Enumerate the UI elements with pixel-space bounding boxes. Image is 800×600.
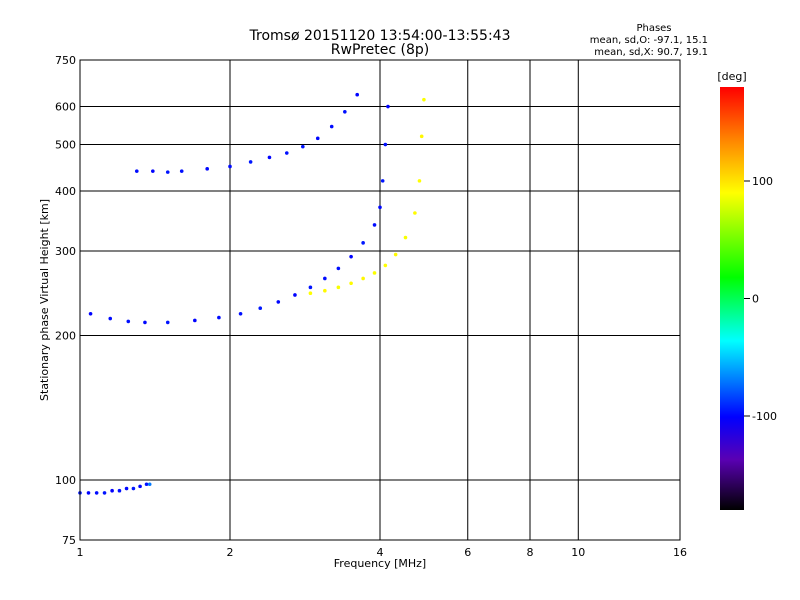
data-point [372,223,377,227]
data-point [301,144,305,149]
data-point [383,142,388,147]
x-tick-label: 8 [527,546,534,559]
y-tick-labels: 75 100 200 300 400 500 600 750 [55,54,76,547]
data-point [248,160,253,164]
data-point [110,488,114,493]
x-axis-label: Frequency [MHz] [334,557,426,570]
data-point [193,318,197,323]
data-point [336,285,341,290]
data-point [372,271,377,275]
data-point [126,319,131,324]
data-point [343,109,347,114]
data-point [393,252,398,257]
data-point [284,151,289,155]
data-point [165,170,170,174]
data-point [144,482,149,487]
y-tick-label: 300 [55,245,76,258]
y-tick-label: 75 [62,534,76,547]
data-point [124,486,129,491]
phases-x-stats: mean, sd,X: 90.7, 19.1 [594,47,708,58]
data-point [217,315,221,320]
x-tick-label: 10 [571,546,585,559]
data-point [151,169,155,173]
data-point [102,491,107,495]
data-point [380,179,385,183]
data-point [293,293,297,297]
data-point [165,320,170,325]
data-point [329,124,334,129]
data-point [383,263,388,268]
y-tick-label: 200 [55,330,76,343]
colorbar-ticks: 100 0 -100 [744,175,777,423]
y-axis-label: Stationary phase Virtual Height [km] [38,199,51,401]
x-tick-label: 1 [77,546,84,559]
y-tick-label: 500 [55,139,76,152]
data-point [323,288,327,293]
phases-o-stats: mean, sd,O: -97.1, 15.1 [590,35,708,46]
data-point [355,92,359,97]
data-point [131,486,136,491]
data-point [238,311,243,316]
data-point [413,211,417,215]
data-point [267,155,272,160]
y-tick-label: 600 [55,101,76,114]
data-point [143,320,147,325]
data-points [78,92,426,495]
data-point [94,491,99,495]
phases-title: Phases [636,23,671,34]
data-point [258,306,263,311]
data-point [349,254,353,259]
grid-lines [79,59,681,541]
data-point [417,179,422,183]
y-tick-label: 750 [55,54,76,67]
data-point [138,484,142,489]
x-tick-labels: 1 2 4 6 8 10 16 [77,546,688,559]
data-point [134,169,139,173]
data-point [88,311,93,316]
plot-frame [79,59,681,541]
chart-subtitle: RwPretec (8p) [331,42,429,58]
x-tick-label: 2 [227,546,234,559]
data-point [308,291,313,296]
data-point [349,281,353,286]
data-point [386,104,390,109]
data-point [205,167,209,171]
y-tick-label: 400 [55,185,76,198]
data-point [361,276,365,281]
colorbar-label: [deg] [717,70,746,83]
data-point [108,316,113,321]
y-tick-label: 100 [55,474,76,487]
data-point [308,285,313,290]
data-point [323,276,327,281]
colorbar-tick-label: 0 [752,293,759,306]
data-point [117,488,122,493]
colorbar-tick-label: -100 [752,410,777,423]
x-tick-label: 6 [464,546,471,559]
data-point [315,136,320,141]
data-point [378,205,382,210]
data-point [336,266,341,271]
x-tick-label: 16 [673,546,687,559]
data-point [422,97,426,102]
data-point [179,169,184,173]
chart-title: Tromsø 20151120 13:54:00-13:55:43 [249,28,511,44]
data-point [403,235,408,240]
data-point [86,491,91,495]
data-point [228,164,232,169]
data-point [276,300,281,304]
colorbar-tick-label: 100 [752,175,773,188]
data-point [147,482,152,487]
x-tick-label: 4 [377,546,384,559]
colorbar [720,87,744,510]
data-point [361,241,365,245]
data-point [419,134,424,139]
